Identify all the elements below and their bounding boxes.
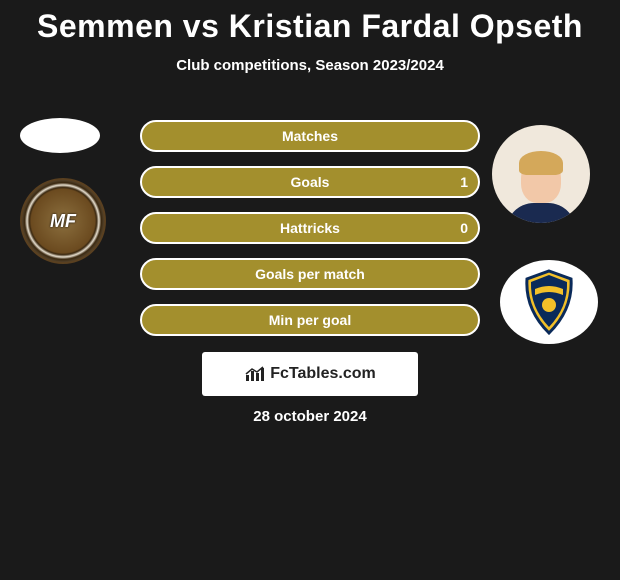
stat-label: Min per goal bbox=[142, 306, 478, 334]
stat-label: Hattricks bbox=[142, 214, 478, 242]
stat-label: Matches bbox=[142, 122, 478, 150]
brand-box[interactable]: FcTables.com bbox=[202, 352, 418, 396]
player-left-avatar bbox=[20, 118, 100, 153]
stat-value-right: 1 bbox=[460, 168, 468, 196]
stat-bar-hattricks: Hattricks 0 bbox=[140, 212, 480, 244]
brand-label: FcTables.com bbox=[270, 365, 376, 383]
stat-bar-goals-per-match: Goals per match bbox=[140, 258, 480, 290]
stat-value-right: 0 bbox=[460, 214, 468, 242]
player-left-club-badge: MF bbox=[20, 178, 106, 264]
page-title: Semmen vs Kristian Fardal Opseth bbox=[0, 0, 620, 45]
stat-bar-matches: Matches bbox=[140, 120, 480, 152]
date-label: 28 october 2024 bbox=[0, 408, 620, 425]
subtitle: Club competitions, Season 2023/2024 bbox=[0, 57, 620, 74]
player-right-club-badge bbox=[500, 260, 598, 344]
stat-bar-goals: Goals 1 bbox=[140, 166, 480, 198]
stat-bar-min-per-goal: Min per goal bbox=[140, 304, 480, 336]
stat-label: Goals bbox=[142, 168, 478, 196]
stats-container: Matches Goals 1 Hattricks 0 Goals per ma… bbox=[140, 120, 480, 350]
stat-label: Goals per match bbox=[142, 260, 478, 288]
player-right-avatar bbox=[492, 125, 590, 223]
chart-icon bbox=[244, 365, 266, 383]
club-badge-initials: MF bbox=[50, 211, 76, 232]
